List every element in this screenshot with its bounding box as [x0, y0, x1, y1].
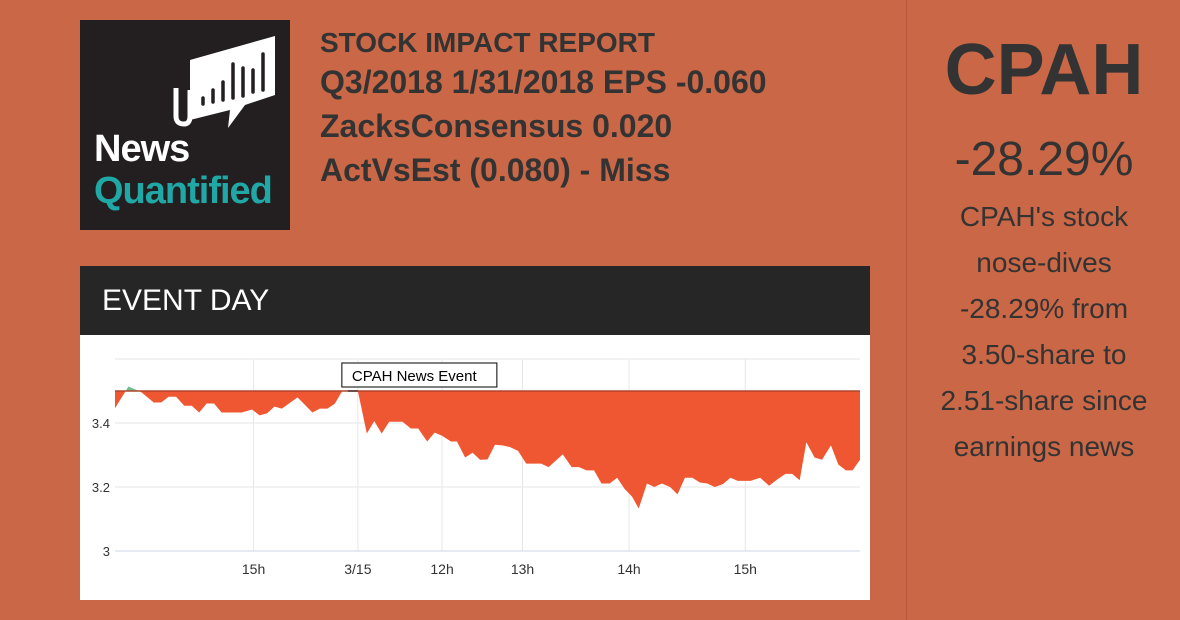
news-quantified-logo: News Quantified: [80, 20, 290, 230]
desc-line: 2.51-share since: [940, 385, 1148, 416]
report-header: STOCK IMPACT REPORT Q3/2018 1/31/2018 EP…: [320, 26, 767, 192]
logo-text-news: News: [94, 128, 190, 170]
divider: [906, 0, 907, 620]
ticker-symbol: CPAH: [944, 30, 1144, 110]
desc-line: CPAH's stock: [959, 201, 1129, 232]
chat-bars-icon: [173, 36, 275, 128]
annotation-label: CPAH News Event: [352, 368, 478, 385]
x-tick-label: 14h: [617, 561, 640, 577]
x-tick-label: 3/15: [344, 561, 371, 577]
desc-line: nose-dives: [976, 247, 1112, 278]
y-tick-label: 3.2: [92, 480, 110, 495]
report-title: STOCK IMPACT REPORT: [320, 27, 655, 58]
chart-panel: 3 3.2 3.4 15h 3/15 12h 13h 14h 15h CPAH News Even…: [80, 335, 870, 600]
panel-title: EVENT DAY: [80, 266, 870, 335]
y-tick-label: 3: [103, 544, 110, 559]
report-eps: Q3/2018 1/31/2018 EPS -0.060: [320, 64, 767, 100]
desc-line: earnings news: [953, 431, 1135, 462]
y-tick-label: 3.4: [92, 416, 110, 431]
summary-description: CPAH's stock nose-dives -28.29% from 3.5…: [908, 194, 1180, 470]
desc-line: -28.29% from: [959, 293, 1129, 324]
x-tick-label: 15h: [242, 561, 265, 577]
report-actual-vs-estimate: ActVsEst (0.080) - Miss: [320, 152, 671, 188]
x-tick-label: 13h: [511, 561, 534, 577]
report-consensus: ZacksConsensus 0.020: [320, 108, 673, 144]
price-chart: 3 3.2 3.4 15h 3/15 12h 13h 14h 15h CPAH News Even…: [92, 358, 860, 577]
area-below-baseline: [115, 391, 860, 509]
percent-change: -28.29%: [954, 133, 1134, 186]
x-tick-label: 12h: [430, 561, 453, 577]
x-tick-label: 15h: [734, 561, 757, 577]
desc-line: 3.50-share to: [961, 339, 1127, 370]
annotation-box: [341, 362, 498, 388]
logo-text-quantified: Quantified: [94, 170, 273, 212]
summary-panel: CPAH -28.29% CPAH's stock nose-dives -28…: [908, 28, 1180, 470]
